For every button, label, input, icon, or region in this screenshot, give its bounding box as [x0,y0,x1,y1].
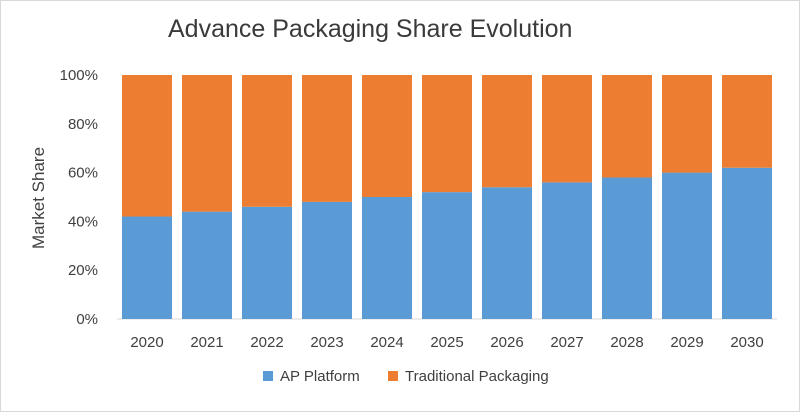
bar-ap-platform [542,182,592,319]
bar-ap-platform [482,187,532,319]
bar-traditional-packaging [602,75,652,178]
x-tick-label: 2020 [130,334,163,351]
y-tick-label: 60% [68,165,98,182]
bar-ap-platform [302,201,352,319]
bar-ap-platform [182,211,232,319]
x-tick-label: 2026 [490,334,523,351]
x-tick-label: 2030 [730,334,763,351]
bar-ap-platform [602,177,652,319]
bar-ap-platform [722,167,772,319]
x-axis-ticks: 2020 2021 2022 2023 2024 2025 2026 2027 2028 2029… [130,334,763,351]
x-tick-label: 2029 [670,334,703,351]
x-tick-label: 2028 [610,334,643,351]
y-axis-label: Market Share [29,147,48,249]
bar-traditional-packaging [662,75,712,173]
bar-traditional-packaging [362,75,412,197]
y-axis-title-layer: Market Share [29,147,48,249]
y-tick-label: 20% [68,262,98,279]
y-tick-label: 0% [76,311,98,328]
chart-title: Advance Packaging Share Evolution [168,15,573,43]
bar-ap-platform [122,216,172,319]
legend-swatch-ap-platform [263,371,273,381]
bar-traditional-packaging [722,75,772,168]
bar-traditional-packaging [122,75,172,217]
bar-traditional-packaging [482,75,532,188]
bar-ap-platform [422,192,472,319]
y-tick-label: 80% [68,116,98,133]
x-tick-label: 2022 [250,334,283,351]
bar-series [122,75,772,319]
y-tick-label: 40% [68,213,98,230]
legend-swatch-traditional-packaging [388,371,398,381]
bar-ap-platform [662,172,712,319]
x-tick-label: 2023 [310,334,343,351]
bar-traditional-packaging [182,75,232,212]
x-tick-label: 2021 [190,334,223,351]
bar-traditional-packaging [242,75,292,207]
legend-label: AP Platform [280,368,360,385]
legend: AP Platform Traditional Packaging [263,368,549,385]
legend-label: Traditional Packaging [405,368,549,385]
bar-ap-platform [362,197,412,319]
bar-traditional-packaging [302,75,352,202]
bar-ap-platform [242,206,292,319]
x-tick-label: 2027 [550,334,583,351]
x-tick-label: 2025 [430,334,463,351]
x-tick-label: 2024 [370,334,403,351]
y-axis-ticks: 0% 20% 40% 60% 80% 100% [60,67,98,328]
y-tick-label: 100% [60,67,98,84]
bar-traditional-packaging [542,75,592,183]
bar-traditional-packaging [422,75,472,193]
